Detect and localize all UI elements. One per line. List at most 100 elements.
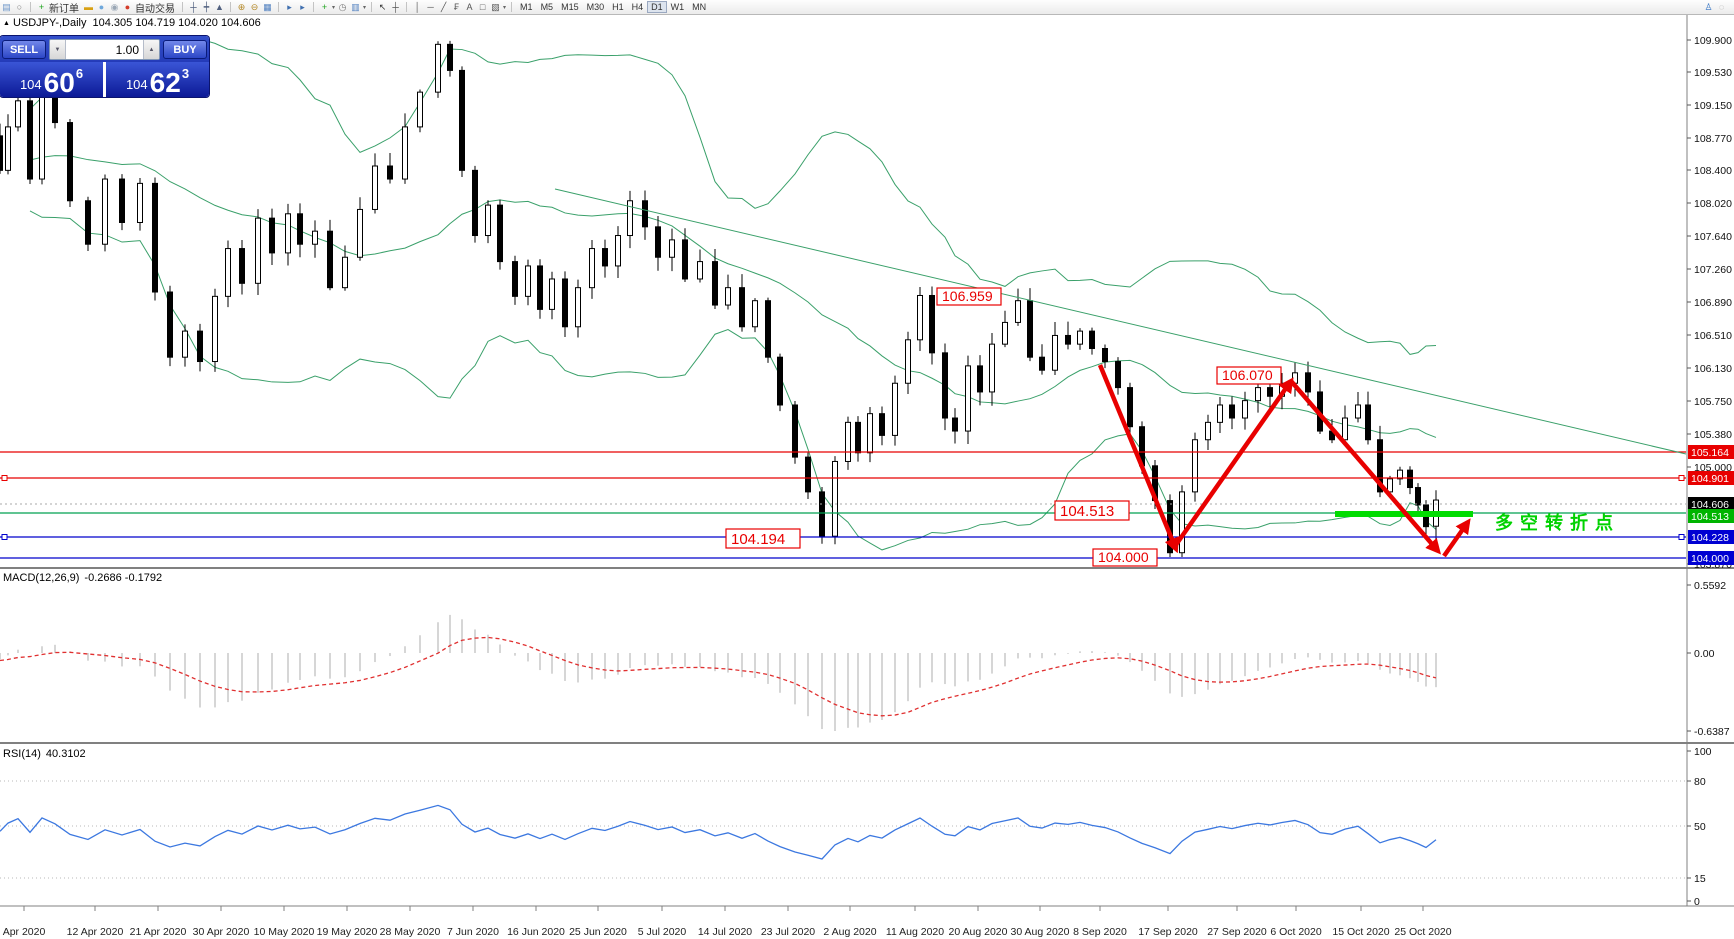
svg-text:108.770: 108.770 xyxy=(1694,133,1732,145)
profile-icon[interactable]: ♙ xyxy=(1704,2,1713,12)
shapes-icon[interactable]: ▧ xyxy=(491,2,500,12)
turning-point-text: 多空转折点 xyxy=(1495,512,1620,533)
macd-indicator-label: MACD(12,26,9) -0.2686 -0.1792 xyxy=(3,572,162,584)
auto-scroll-icon[interactable]: ▸ xyxy=(300,2,305,12)
chart-window-icon[interactable]: ▤ xyxy=(2,2,11,12)
timeframe-button-w1[interactable]: W1 xyxy=(670,2,685,12)
svg-text:19 May 2020: 19 May 2020 xyxy=(317,926,378,938)
cursor-icon[interactable]: ↖ xyxy=(378,2,387,12)
toolbar-right-icons: ♙ ◌ xyxy=(1702,1,1728,13)
search-icon[interactable]: ○ xyxy=(16,2,23,12)
buy-button[interactable]: BUY xyxy=(163,40,207,59)
horizontal-line-icon[interactable]: ─ xyxy=(427,2,434,12)
buy-price[interactable]: 104 62 3 xyxy=(106,62,209,97)
shift-chart-icon[interactable]: ▸ xyxy=(287,2,292,12)
chevron-down-icon[interactable]: ▾ xyxy=(503,4,507,11)
crosshair-chart-icon[interactable]: ┼ xyxy=(190,2,197,12)
svg-text:104.194: 104.194 xyxy=(731,531,785,548)
timeframe-button-h1[interactable]: H1 xyxy=(612,2,624,12)
alert-label[interactable]: 自动交易 xyxy=(135,3,175,15)
svg-text:109.900: 109.900 xyxy=(1694,35,1732,47)
macd-values: -0.2686 -0.1792 xyxy=(84,572,163,584)
volume-input[interactable]: 1.00 xyxy=(115,43,139,57)
zoom-out-icon[interactable]: ⊖ xyxy=(250,2,259,12)
svg-text:8 Sep 2020: 8 Sep 2020 xyxy=(1073,926,1127,938)
toolbar-separator xyxy=(182,2,183,12)
text-icon[interactable]: A xyxy=(466,2,473,12)
svg-text:106.959: 106.959 xyxy=(942,288,993,304)
buy-price-big: 62 xyxy=(149,66,181,98)
tile-windows-icon[interactable]: ▦ xyxy=(263,2,272,12)
vertical-line-icon[interactable]: │ xyxy=(414,2,421,12)
trendline-icon[interactable]: ╱ xyxy=(440,2,447,12)
toolbar-separator xyxy=(511,2,513,12)
axes xyxy=(0,14,1734,907)
svg-text:104.901: 104.901 xyxy=(1691,473,1729,485)
cloud-icon[interactable]: ● xyxy=(98,2,105,12)
timeframe-button-m5[interactable]: M5 xyxy=(540,2,554,12)
toolbar-separator xyxy=(406,2,408,12)
sell-price[interactable]: 104 60 6 xyxy=(0,62,103,97)
svg-text:104.000: 104.000 xyxy=(1098,549,1149,565)
date-axis[interactable]: Apr 2020 12 Apr 2020 21 Apr 2020 30 Apr 202… xyxy=(3,906,1452,938)
collapse-arrow-icon[interactable]: ▲ xyxy=(3,20,10,27)
svg-text:15 Oct 2020: 15 Oct 2020 xyxy=(1332,926,1389,938)
new-order-label[interactable]: 新订单 xyxy=(49,3,79,15)
svg-text:15: 15 xyxy=(1694,873,1706,885)
svg-text:108.020: 108.020 xyxy=(1694,198,1732,210)
svg-text:105.380: 105.380 xyxy=(1694,429,1732,441)
clock-icon[interactable]: ◷ xyxy=(338,2,347,12)
svg-text:0: 0 xyxy=(1694,896,1700,908)
timeframe-button-m1[interactable]: M1 xyxy=(520,2,533,12)
svg-text:104.513: 104.513 xyxy=(1691,511,1729,523)
symbol-ohlc-line: ▲ USDJPY-,Daily 104.305 104.719 104.020 10… xyxy=(3,17,261,29)
svg-text:106.510: 106.510 xyxy=(1694,330,1732,342)
svg-text:11 Aug 2020: 11 Aug 2020 xyxy=(886,926,944,938)
svg-text:106.070: 106.070 xyxy=(1222,367,1273,383)
signal-icon[interactable]: ◉ xyxy=(110,2,119,12)
svg-text:7 Jun 2020: 7 Jun 2020 xyxy=(447,926,499,938)
toolbar-separator xyxy=(371,2,373,12)
timeframe-button-m15[interactable]: M15 xyxy=(561,2,579,12)
sell-button[interactable]: SELL xyxy=(2,40,46,59)
chart-mode-icon[interactable]: ▥ xyxy=(351,2,360,12)
turning-point-annotation: 多空转折点 xyxy=(1495,512,1620,533)
svg-text:104.606: 104.606 xyxy=(1691,499,1729,511)
template-icon[interactable]: ▲ xyxy=(215,2,224,12)
svg-text:50: 50 xyxy=(1694,821,1706,833)
svg-text:106.130: 106.130 xyxy=(1694,363,1732,375)
svg-text:80: 80 xyxy=(1694,776,1706,788)
symbol-name: USDJPY-,Daily xyxy=(12,17,87,29)
timeframe-button-h4[interactable]: H4 xyxy=(631,2,644,12)
one-click-trading-panel: SELL ▼ 1.00 ▲ BUY 104 60 6 104 62 3 xyxy=(0,36,209,97)
svg-text:104.513: 104.513 xyxy=(1060,503,1114,520)
gold-icon[interactable]: ▬ xyxy=(84,2,93,12)
timeframe-button-m30[interactable]: M30 xyxy=(586,2,605,12)
zoom-in-icon[interactable]: ⊕ xyxy=(237,2,246,12)
data-window-icon[interactable]: ┿ xyxy=(203,2,210,12)
add-chart-icon[interactable]: + xyxy=(321,2,328,12)
rsi-indicator-label: RSI(14) 40.3102 xyxy=(3,748,86,760)
svg-text:104.000: 104.000 xyxy=(1691,553,1729,565)
sell-price-big: 60 xyxy=(43,66,75,98)
timeframe-button-mn[interactable]: MN xyxy=(692,2,707,12)
chat-icon[interactable]: ◌ xyxy=(1718,2,1725,12)
toolbar-separator xyxy=(230,2,231,12)
chevron-down-icon[interactable]: ▾ xyxy=(363,4,367,11)
svg-text:2 Aug 2020: 2 Aug 2020 xyxy=(823,926,876,938)
volume-decrease-button[interactable]: ▼ xyxy=(50,40,66,59)
chevron-down-icon[interactable]: ▾ xyxy=(332,4,336,11)
label-icon[interactable]: □ xyxy=(479,2,486,12)
crosshair-icon[interactable]: ┼ xyxy=(392,2,399,12)
fibonacci-icon[interactable]: ₣ xyxy=(454,2,460,12)
toolbar-separator xyxy=(278,2,279,12)
svg-text:105.750: 105.750 xyxy=(1694,396,1732,408)
new-order-icon[interactable]: + xyxy=(38,2,45,12)
alert-icon[interactable]: ● xyxy=(124,2,131,12)
svg-text:109.150: 109.150 xyxy=(1694,100,1732,112)
price-axis[interactable]: 109.900 109.530 109.150 108.770 108.400 108.0… xyxy=(1687,35,1734,908)
volume-increase-button[interactable]: ▲ xyxy=(143,40,159,59)
timeframe-button-d1[interactable]: D1 xyxy=(647,1,667,13)
